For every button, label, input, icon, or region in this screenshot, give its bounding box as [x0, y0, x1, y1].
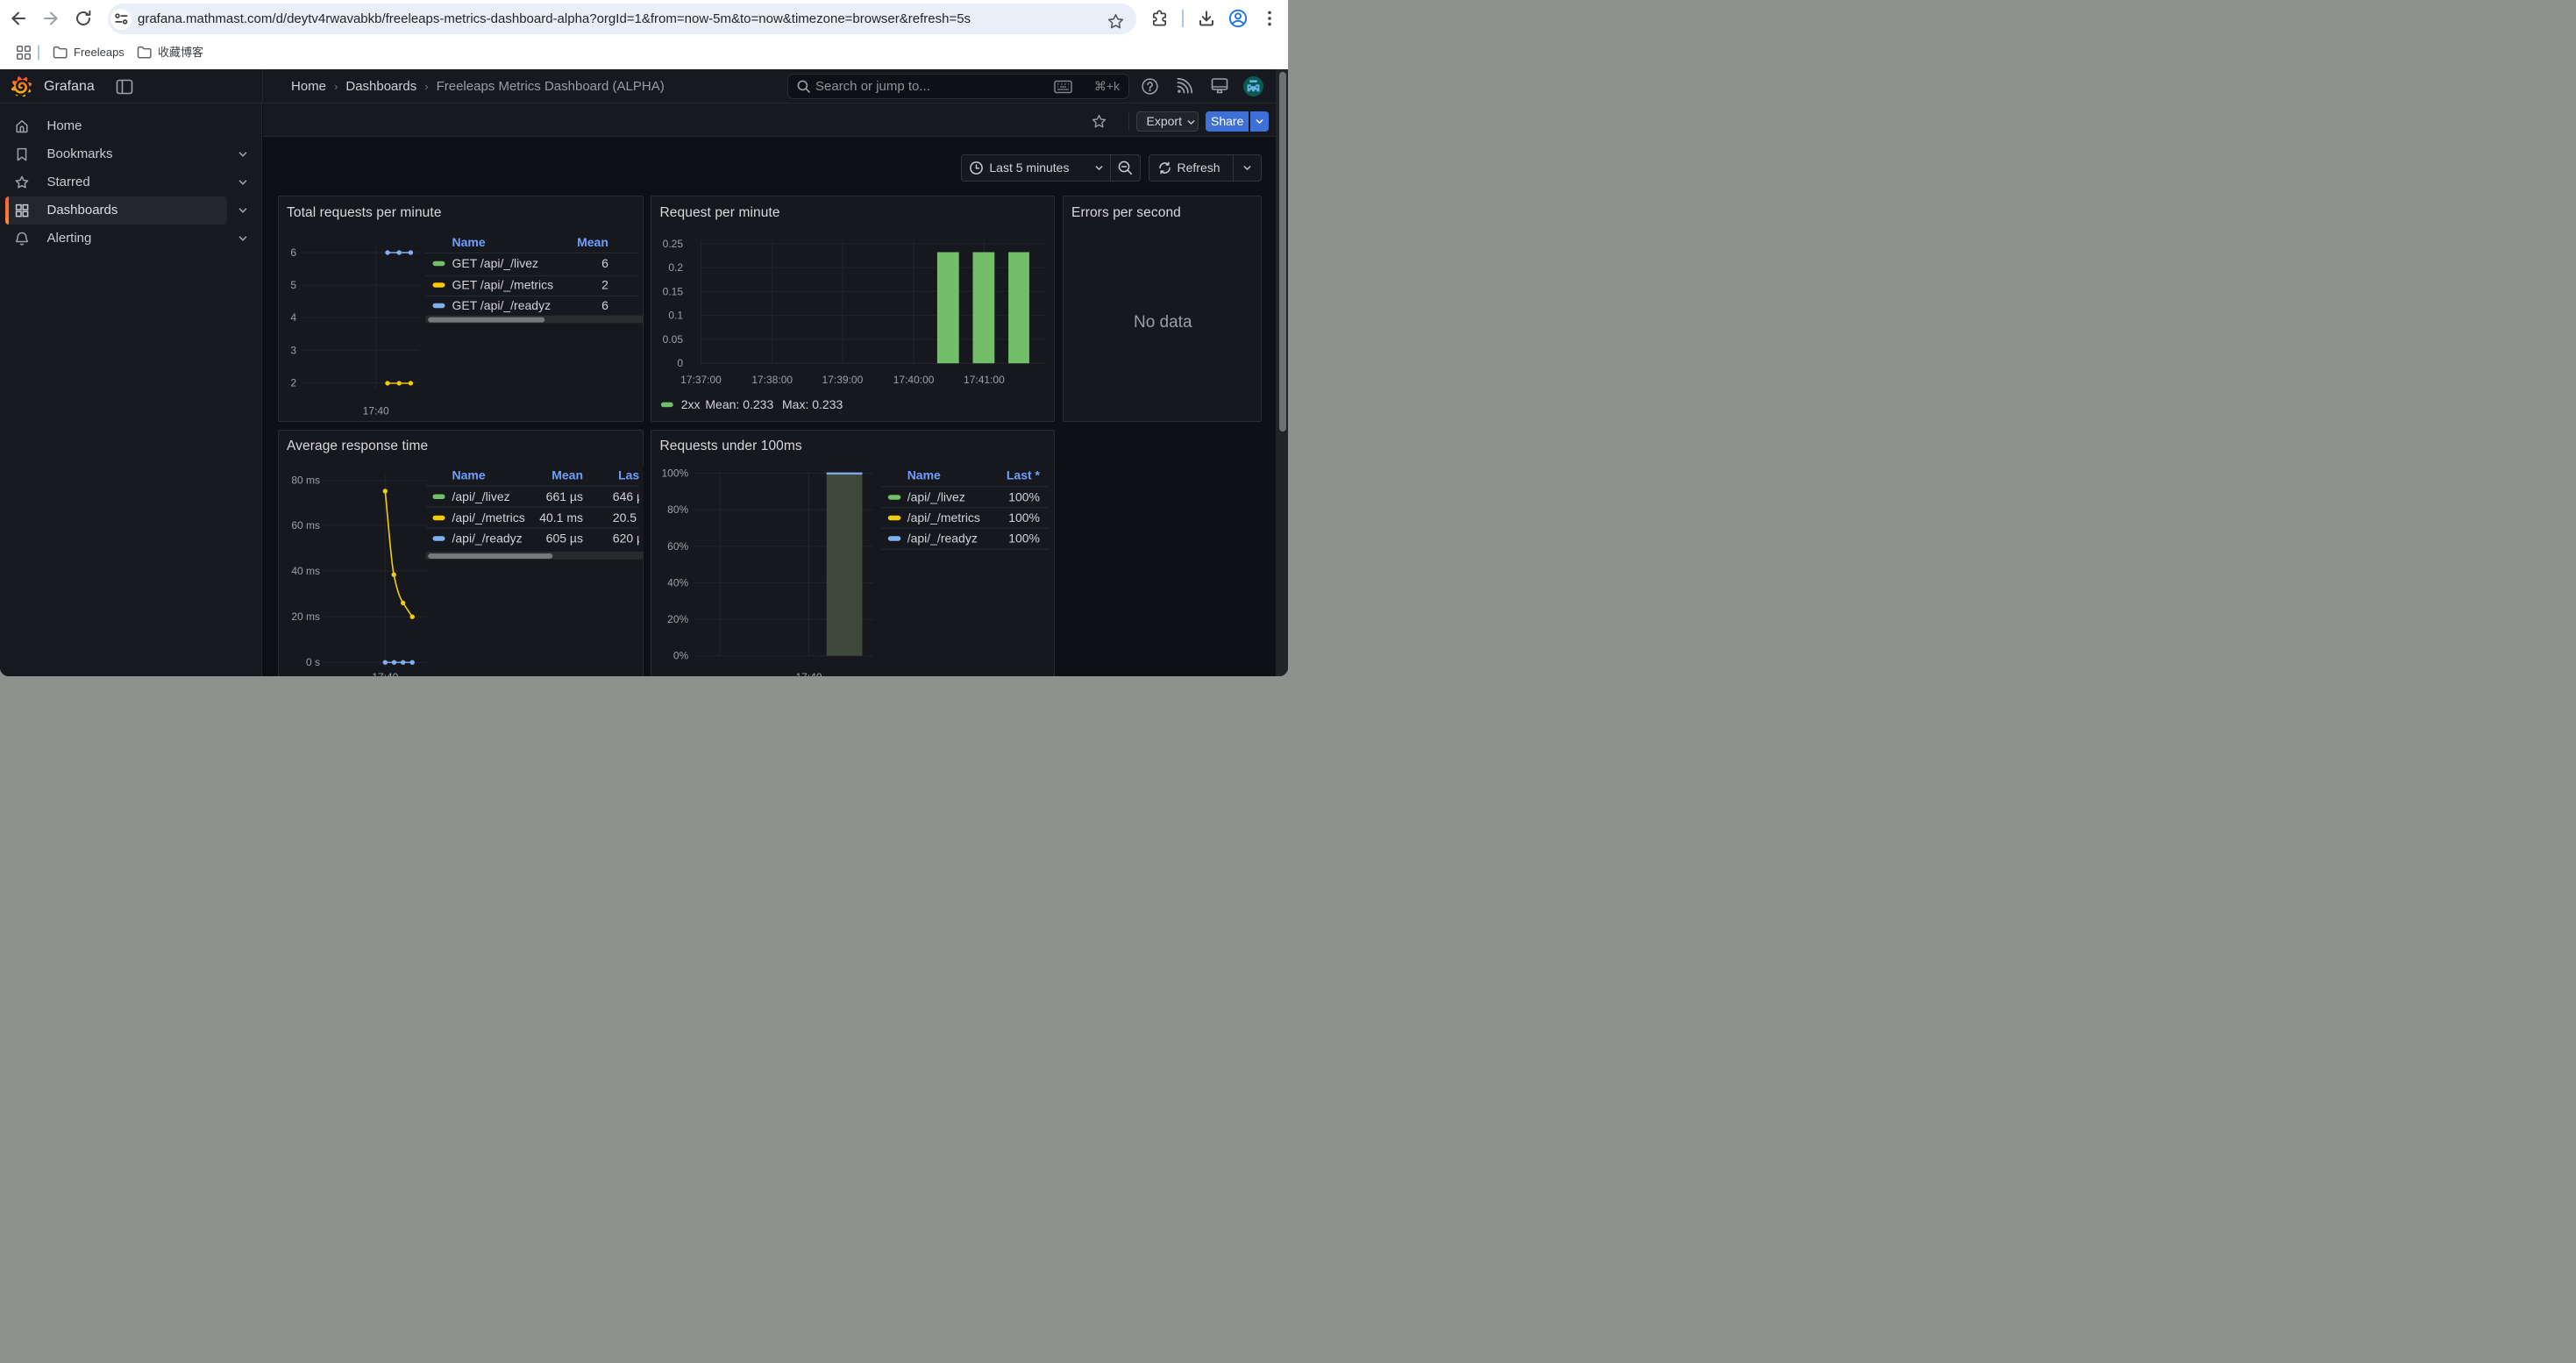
svg-text:/api/_/livez: /api/_/livez — [907, 489, 965, 503]
svg-text:100%: 100% — [1008, 510, 1040, 525]
svg-text:17:40: 17:40 — [362, 405, 388, 417]
svg-text:Mean: Mean — [551, 467, 583, 482]
svg-text:0 s: 0 s — [305, 656, 319, 668]
svg-text:Max: 0.233: Max: 0.233 — [782, 397, 843, 411]
svg-text:0.05: 0.05 — [663, 333, 684, 346]
svg-text:80%: 80% — [667, 503, 688, 516]
svg-text:17:38:00: 17:38:00 — [751, 374, 793, 386]
svg-text:17:41:00: 17:41:00 — [964, 374, 1005, 386]
svg-text:/api/_/readyz: /api/_/readyz — [907, 531, 978, 545]
svg-text:5: 5 — [290, 279, 296, 291]
svg-text:100%: 100% — [661, 467, 688, 479]
svg-text:0.1: 0.1 — [668, 310, 683, 322]
svg-text:GET /api/_/metrics: GET /api/_/metrics — [452, 278, 553, 292]
svg-text:Last *: Last * — [618, 467, 644, 482]
svg-text:100%: 100% — [1008, 531, 1040, 545]
svg-text:GET /api/_/readyz: GET /api/_/readyz — [452, 298, 551, 312]
svg-text:17:39:00: 17:39:00 — [822, 374, 864, 386]
svg-text:/api/_/readyz: /api/_/readyz — [452, 531, 522, 545]
svg-text:0.15: 0.15 — [663, 285, 684, 297]
svg-text:100%: 100% — [1008, 489, 1040, 503]
svg-text:/api/_/metrics: /api/_/metrics — [452, 510, 524, 525]
svg-text:646 µs: 646 µs — [612, 489, 643, 503]
svg-text:0: 0 — [677, 357, 683, 369]
svg-text:6: 6 — [601, 298, 608, 312]
svg-text:/api/_/livez: /api/_/livez — [452, 489, 509, 503]
svg-text:Name: Name — [452, 235, 485, 249]
svg-text:661 µs: 661 µs — [545, 489, 582, 503]
svg-text:17:40: 17:40 — [372, 671, 398, 677]
svg-text:40%: 40% — [667, 576, 688, 589]
svg-text:40 ms: 40 ms — [291, 564, 320, 576]
svg-text:6: 6 — [290, 246, 296, 259]
svg-text:0.2: 0.2 — [668, 261, 683, 274]
svg-text:0.25: 0.25 — [663, 238, 684, 250]
svg-text:Name: Name — [907, 467, 941, 482]
svg-text:6: 6 — [601, 256, 608, 270]
svg-text:Mean: 0.233: Mean: 0.233 — [705, 397, 773, 411]
svg-text:605 µs: 605 µs — [545, 531, 582, 545]
svg-text:0%: 0% — [673, 649, 689, 661]
svg-text:17:37:00: 17:37:00 — [680, 374, 722, 386]
svg-text:20%: 20% — [667, 613, 688, 625]
svg-text:4: 4 — [290, 311, 296, 324]
svg-text:17:40: 17:40 — [795, 671, 822, 677]
svg-text:3: 3 — [290, 344, 296, 356]
svg-text:20 ms: 20 ms — [291, 610, 320, 623]
svg-text:60%: 60% — [667, 539, 688, 552]
svg-text:20.5 ms: 20.5 ms — [612, 510, 643, 525]
svg-text:Last *: Last * — [1007, 467, 1041, 482]
svg-text:GET /api/_/livez: GET /api/_/livez — [452, 256, 538, 270]
svg-text:/api/_/metrics: /api/_/metrics — [907, 510, 980, 525]
svg-text:2xx: 2xx — [681, 397, 701, 411]
svg-text:2: 2 — [290, 376, 296, 389]
svg-text:40.1 ms: 40.1 ms — [539, 510, 583, 525]
svg-text:60 ms: 60 ms — [291, 518, 320, 531]
svg-text:620 µs: 620 µs — [612, 531, 643, 545]
svg-text:17:40:00: 17:40:00 — [893, 374, 935, 386]
svg-text:Mean: Mean — [577, 235, 608, 249]
svg-text:Name: Name — [452, 467, 485, 482]
svg-text:80 ms: 80 ms — [291, 474, 320, 486]
svg-text:2: 2 — [601, 278, 608, 292]
